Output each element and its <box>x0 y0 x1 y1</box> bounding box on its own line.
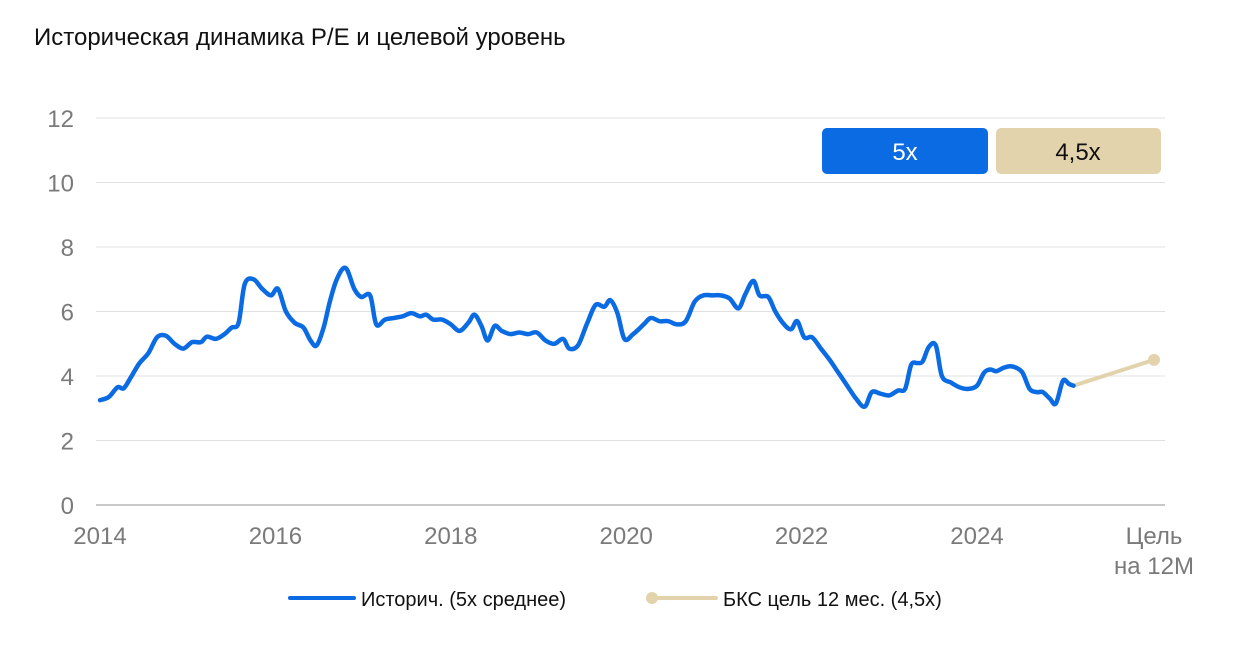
target-badge-label: 4,5x <box>1055 139 1100 166</box>
y-tick-labels: 0 2 4 6 8 10 12 <box>47 106 74 520</box>
x-tick-label: 2022 <box>775 523 828 550</box>
legend: Историч. (5x среднее) БКС цель 12 мес. (… <box>290 589 942 611</box>
hist-badge-label: 5x <box>892 139 917 166</box>
x-tick-label-target: Цель <box>1126 523 1183 550</box>
x-tick-label: 2020 <box>600 523 653 550</box>
legend-label-hist: Историч. (5x среднее) <box>361 589 566 611</box>
x-tick-label: 2016 <box>249 523 302 550</box>
y-tick-label: 6 <box>61 300 74 327</box>
hist-value-badge: 5x <box>822 128 988 174</box>
y-tick-label: 4 <box>61 364 74 391</box>
legend-label-target: БКС цель 12 мес. (4,5x) <box>723 589 942 611</box>
x-tick-label-target: на 12М <box>1114 553 1194 580</box>
y-tick-label: 2 <box>61 429 74 456</box>
x-tick-label: 2024 <box>950 523 1003 550</box>
x-tick-label: 2014 <box>73 523 126 550</box>
series-lines <box>100 268 1160 407</box>
x-tick-label: 2018 <box>424 523 477 550</box>
y-tick-label: 12 <box>47 106 74 133</box>
series-line-hist <box>100 268 1074 407</box>
x-tick-labels: 2014 2016 2018 2020 2022 2024 Цель на 12М <box>73 523 1194 580</box>
target-value-badge: 4,5x <box>996 128 1161 174</box>
y-tick-label: 0 <box>61 493 74 520</box>
legend-item-hist: Историч. (5x среднее) <box>290 589 566 611</box>
y-tick-label: 10 <box>47 171 74 198</box>
legend-item-target: БКС цель 12 мес. (4,5x) <box>646 589 942 611</box>
series-line-target <box>1073 360 1154 386</box>
legend-marker-target <box>646 592 658 604</box>
target-point <box>1148 354 1160 366</box>
gridlines <box>96 118 1165 505</box>
y-tick-label: 8 <box>61 235 74 262</box>
